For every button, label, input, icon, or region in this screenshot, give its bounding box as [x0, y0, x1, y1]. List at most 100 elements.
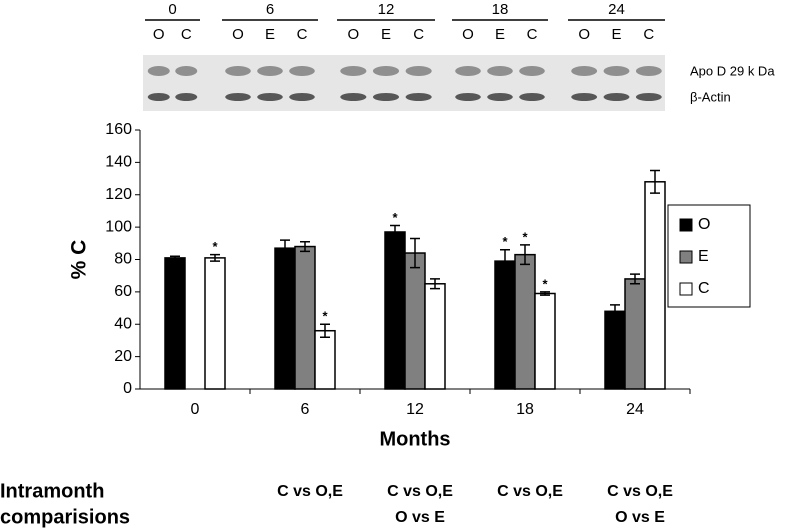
blot-lane-label: C [181, 26, 192, 43]
comparison: C vs O,E [607, 483, 673, 500]
actin-band [289, 93, 315, 101]
apo-band [340, 66, 367, 76]
error-bar [300, 240, 310, 253]
bar [314, 329, 336, 390]
error-bar [410, 237, 420, 269]
error-bar [540, 291, 550, 296]
blot-group-label: 6 [266, 1, 274, 18]
y-tick-label: 20 [114, 348, 132, 365]
actin-band [455, 93, 481, 101]
blot-background [143, 55, 665, 111]
actin-band [405, 93, 432, 101]
error-bar [650, 169, 660, 194]
comparison-row-label: Intramonth [0, 480, 104, 502]
apo-band [487, 66, 513, 76]
blot-lane-label: E [495, 26, 505, 43]
apo-band [257, 66, 283, 76]
apo-band [635, 66, 662, 76]
blot-lane-label: O [153, 26, 165, 43]
actin-band [175, 93, 198, 101]
actin-band [603, 93, 630, 101]
significance-marker: * [542, 276, 548, 291]
blot-lane-label: E [381, 26, 391, 43]
significance-marker: * [322, 309, 328, 324]
blot-lane-label: O [347, 26, 359, 43]
legend-swatch [679, 218, 693, 232]
actin-band [257, 93, 283, 101]
y-axis-label: % C [68, 240, 91, 280]
legend-box [667, 204, 751, 308]
y-tick-label: 80 [114, 251, 132, 268]
blot-lane-label: C [527, 26, 538, 43]
bar [514, 253, 536, 390]
comparison: O vs E [615, 509, 665, 526]
apo-band [175, 66, 198, 76]
actin-band [225, 93, 251, 101]
error-bar [520, 244, 530, 266]
blot-group-label: 0 [168, 1, 176, 18]
bar [384, 231, 406, 390]
comparison: C vs O,E [387, 483, 453, 500]
x-tick-label: 18 [516, 401, 534, 418]
bar [604, 310, 626, 390]
significance-marker: * [212, 239, 218, 254]
apo-band [225, 66, 251, 76]
bar [204, 257, 226, 390]
x-tick-label: 6 [301, 401, 310, 418]
error-bar [430, 278, 440, 290]
bar [294, 245, 316, 390]
error-bar [500, 249, 510, 274]
x-tick-label: 12 [406, 401, 424, 418]
apo-band [289, 66, 315, 76]
error-bar [320, 323, 330, 338]
actin-band [487, 93, 513, 101]
x-tick-label: 0 [191, 401, 200, 418]
x-tick-label: 24 [626, 401, 644, 418]
comparison-row-label: comparisions [0, 506, 130, 528]
error-bar [610, 304, 620, 319]
significance-marker: * [502, 234, 508, 249]
bar [534, 292, 556, 390]
bar [624, 278, 646, 390]
legend-swatch [679, 282, 693, 296]
legend-label: E [698, 248, 709, 265]
x-axis-label: Months [379, 428, 450, 450]
blot-lane-label: E [265, 26, 275, 43]
blot-group-label: 18 [492, 1, 509, 18]
y-tick-label: 120 [105, 186, 132, 203]
comparison: O vs E [395, 509, 445, 526]
bar [424, 283, 446, 390]
y-tick-label: 140 [105, 154, 132, 171]
blot-lane-label: C [413, 26, 424, 43]
apo-band [519, 66, 545, 76]
y-tick-label: 40 [114, 315, 132, 332]
apo-band [603, 66, 630, 76]
actin-band [635, 93, 662, 101]
comparison: C vs O,E [497, 483, 563, 500]
bar [404, 252, 426, 390]
error-bar [280, 239, 290, 258]
apo-band [405, 66, 432, 76]
blot-group-label: 12 [378, 1, 395, 18]
apo-band [455, 66, 481, 76]
blot-row-label: β-Actin [690, 89, 731, 104]
blot-row-label: Apo D 29 k Da [690, 63, 775, 78]
bar [644, 181, 666, 390]
comparison: C vs O,E [277, 483, 343, 500]
apo-band [147, 66, 170, 76]
significance-marker: * [392, 210, 398, 225]
bar [494, 260, 516, 390]
error-bar [630, 273, 640, 285]
actin-band [571, 93, 598, 101]
blot-lane-label: C [297, 26, 308, 43]
actin-band [372, 93, 400, 101]
blot-lane-label: E [611, 26, 621, 43]
bar [274, 247, 296, 390]
blot-lane-label: O [462, 26, 474, 43]
error-bar [210, 253, 220, 262]
actin-band [340, 93, 367, 101]
legend-swatch [679, 250, 693, 264]
blot-lane-label: C [643, 26, 654, 43]
bar [164, 257, 186, 390]
